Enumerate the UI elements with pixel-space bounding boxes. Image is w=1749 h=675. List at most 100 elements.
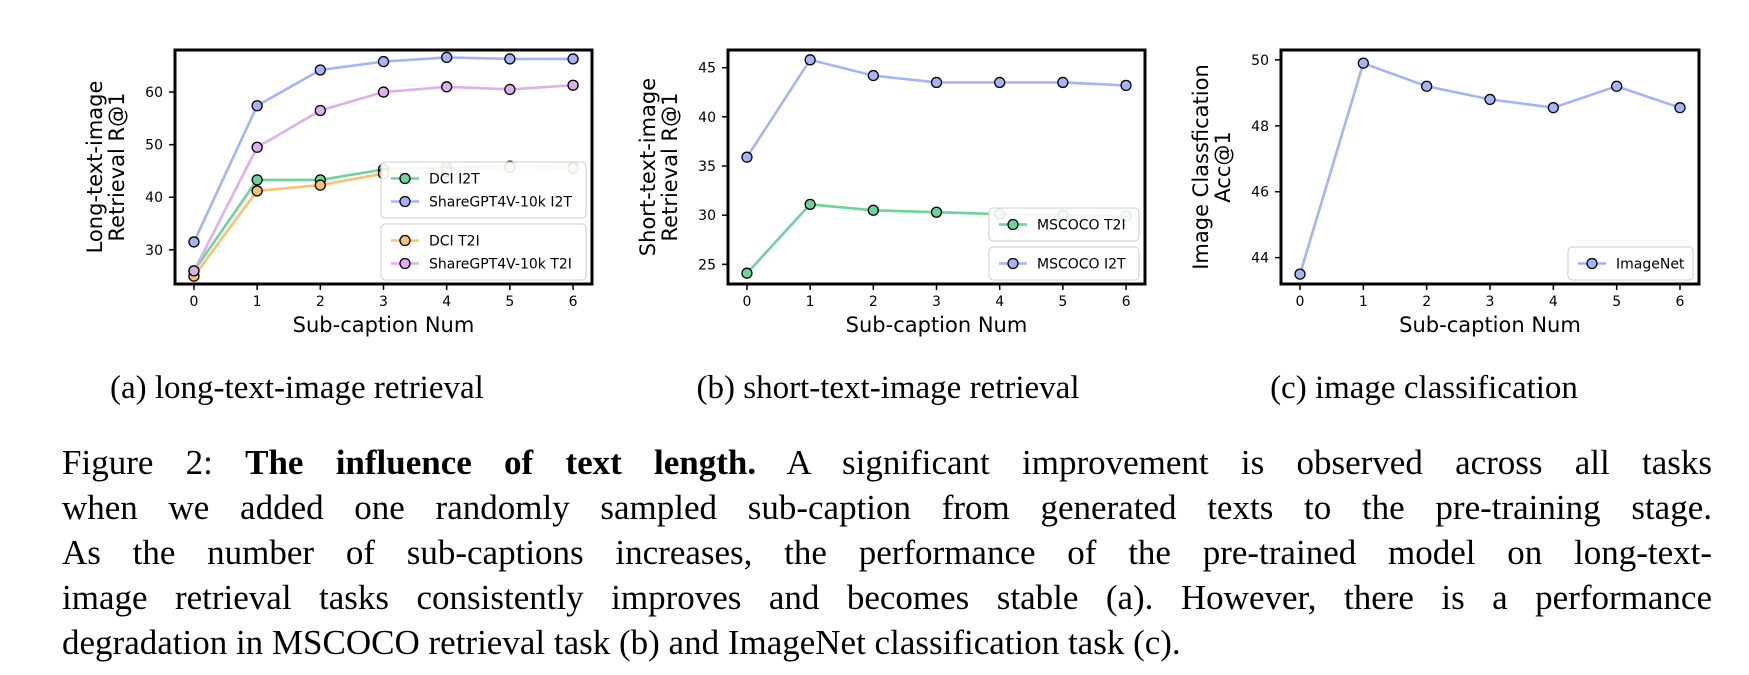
subcaption-b: (b) short-text-image retrieval [696, 370, 1080, 406]
y-axis-label: Long-text-imageRetrieval R@1 [83, 81, 129, 254]
legend: DCI I2T ShareGPT4V-10k I2T [380, 161, 587, 219]
x-axis-label: Sub-caption Num [293, 313, 475, 337]
x-tick-label: 4 [1549, 294, 1558, 310]
x-tick-label: 6 [1676, 294, 1685, 310]
y-tick-label: 30 [698, 208, 716, 224]
data-point [994, 76, 1006, 89]
data-point [1674, 102, 1686, 114]
y-axis-label: Short-text-imageRetrieval R@1 [636, 78, 682, 256]
data-point [1421, 80, 1433, 92]
data-point [251, 141, 263, 153]
y-tick-label: 60 [145, 85, 163, 101]
data-point [314, 64, 326, 76]
data-point [314, 179, 326, 191]
data-point [188, 265, 200, 277]
y-tick-label: 25 [698, 257, 716, 273]
legend-entry: ImageNet [1616, 257, 1685, 273]
x-tick-label: 0 [742, 294, 751, 310]
legend: MSCOCO I2T [988, 246, 1140, 281]
legend-box [380, 223, 587, 281]
x-tick-label: 0 [1296, 294, 1305, 310]
legend-box [988, 207, 1140, 242]
data-point [804, 198, 816, 211]
data-point [567, 53, 579, 65]
legend-entry: ShareGPT4V-10k T2I [429, 257, 572, 273]
data-point [1294, 268, 1306, 280]
legend-entry: DCI I2T [429, 172, 480, 188]
caption-line-1: Figure 2: The influence of text length. … [62, 440, 1712, 485]
x-tick-label: 3 [1486, 294, 1495, 310]
x-tick-label: 5 [505, 294, 514, 310]
subcaption-a: (a) long-text-image retrieval [110, 370, 484, 406]
data-point [188, 236, 200, 248]
x-tick-label: 2 [1422, 294, 1431, 310]
chart-1: 0 1 2 3 4 5 6 30 40 50 60 Sub-caption Num Long-text-… [83, 48, 594, 337]
data-point [1357, 57, 1369, 69]
x-tick-label: 1 [253, 294, 262, 310]
data-point [441, 51, 453, 64]
y-tick-label: 30 [145, 243, 163, 259]
caption-text-1: A significant improvement is observed ac… [786, 443, 1713, 482]
legend-marker [399, 195, 411, 208]
data-point [930, 206, 943, 218]
x-tick-label: 5 [1612, 294, 1621, 310]
y-tick-label: 45 [698, 61, 716, 77]
y-tick-label: 48 [1251, 119, 1269, 135]
data-point [741, 151, 753, 163]
data-point [804, 54, 816, 66]
legend: MSCOCO T2I [988, 207, 1140, 242]
y-tick-label: 50 [145, 138, 163, 154]
data-point [867, 69, 879, 82]
y-tick-label: 40 [145, 190, 163, 206]
x-tick-label: 2 [869, 294, 878, 310]
y-axis-label-line: Image Classfication [1189, 64, 1213, 270]
data-point [741, 267, 753, 279]
caption-title: The influence of text length. [245, 443, 757, 482]
caption-line-2: when we added one randomly sampled sub-c… [62, 488, 1712, 527]
data-point [930, 76, 943, 89]
data-point [1611, 80, 1623, 92]
x-tick-label: 3 [932, 294, 941, 310]
legend-marker [1007, 257, 1019, 270]
y-tick-label: 50 [1251, 53, 1269, 69]
y-tick-label: 40 [698, 110, 716, 126]
legend-entry: ShareGPT4V-10k I2T [429, 195, 572, 211]
x-tick-label: 1 [1359, 294, 1368, 310]
data-point [567, 79, 579, 91]
data-point [1057, 76, 1069, 89]
data-point [251, 100, 263, 112]
x-tick-label: 5 [1058, 294, 1067, 310]
legend-box [988, 246, 1140, 281]
subcaption-c: (c) image classification [1270, 370, 1578, 406]
data-point [1120, 79, 1132, 92]
legend-entry: DCI T2I [429, 234, 480, 250]
caption-line-5: degradation in MSCOCO retrieval task (b)… [62, 623, 1181, 662]
x-tick-label: 6 [1122, 294, 1131, 310]
legend-marker [399, 172, 411, 185]
caption-line-4: image retrieval tasks consistently impro… [62, 578, 1712, 617]
chart-3: 0 1 2 3 4 5 6 44 46 48 50 Sub-caption Num Image Clas… [1189, 48, 1701, 337]
data-point [377, 55, 390, 68]
legend-marker [1007, 218, 1019, 231]
legend-marker [399, 257, 411, 270]
legend: DCI T2I ShareGPT4V-10k T2I [380, 223, 587, 281]
x-tick-label: 6 [569, 294, 578, 310]
x-tick-label: 1 [806, 294, 815, 310]
legend-box [1567, 246, 1694, 281]
x-axis-label: Sub-caption Num [846, 313, 1028, 337]
legend-entry: MSCOCO T2I [1037, 218, 1126, 234]
y-tick-label: 35 [698, 159, 716, 175]
figure-caption: Figure 2: The influence of text length. … [62, 440, 1712, 665]
caption-label: Figure 2: [62, 443, 213, 482]
y-axis-label-line: Long-text-image [83, 81, 107, 254]
x-axis-label: Sub-caption Num [1399, 313, 1581, 337]
y-axis-label-line: Short-text-image [636, 78, 660, 256]
y-tick-label: 44 [1251, 251, 1269, 267]
x-tick-label: 3 [379, 294, 388, 310]
data-point [251, 174, 263, 186]
data-point [314, 104, 326, 117]
data-point [1484, 93, 1496, 106]
